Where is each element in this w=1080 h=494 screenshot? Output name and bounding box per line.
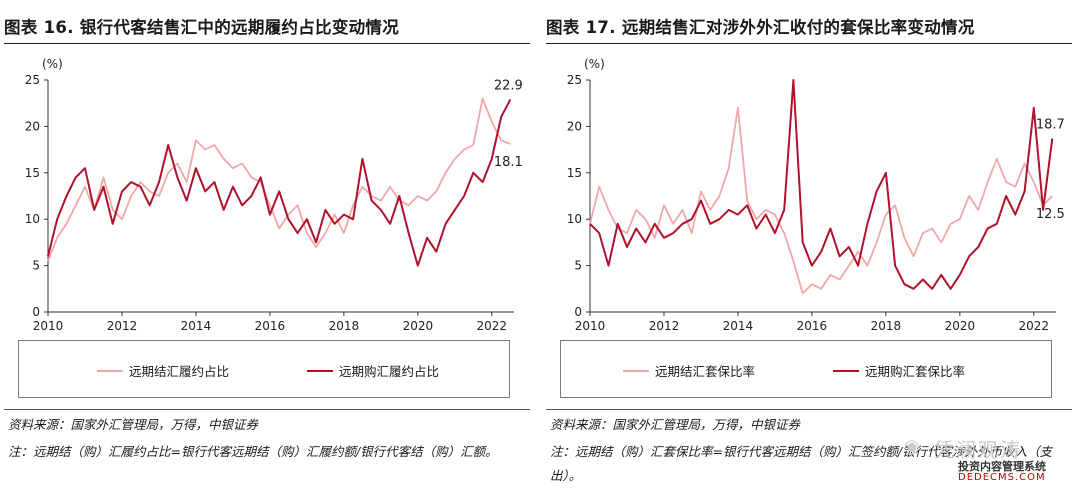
y-tick-label: 10 — [25, 212, 40, 226]
legend-item-light: 远期结汇履约占比 — [97, 361, 230, 379]
x-tick-label: 2022 — [1019, 319, 1050, 333]
wechat-icon: ◉ — [904, 436, 920, 457]
x-tick-label: 2010 — [575, 319, 606, 333]
y-unit-label: (%) — [42, 57, 63, 71]
end-label-dark: 18.7 — [1036, 117, 1065, 132]
y-tick-label: 0 — [32, 305, 40, 319]
y-tick-label: 15 — [25, 166, 40, 180]
end-label-light: 18.1 — [494, 155, 523, 170]
footer-rule — [4, 409, 530, 410]
y-tick-label: 5 — [574, 259, 582, 273]
x-tick-label: 2020 — [945, 319, 976, 333]
y-tick-label: 25 — [25, 73, 40, 87]
legend-label-light: 远期结汇套保比率 — [655, 364, 756, 379]
legend-label-dark: 远期购汇套保比率 — [865, 364, 966, 379]
legend-item-light: 远期结汇套保比率 — [623, 361, 756, 379]
x-tick-label: 2012 — [649, 319, 680, 333]
line-chart-forward-fulfilment-share: (%) 0 5 10 15 20 25 2010 2012 2014 2016 2018 2020 202… — [25, 57, 523, 333]
series-line-dark — [589, 79, 1054, 290]
legend-item-dark: 远期购汇套保比率 — [833, 361, 966, 379]
series-line-light — [589, 106, 1053, 295]
legend-swatch-dark — [833, 369, 859, 372]
title-rule — [546, 43, 1072, 44]
title-rule — [4, 43, 530, 44]
note-text: 注：远期结（购）汇套保比率=银行代客远期结（购）汇签约额/银行代客涉外外币收入（… — [550, 444, 1053, 483]
y-tick-label: 5 — [32, 259, 40, 273]
legend-swatch-dark — [307, 369, 333, 372]
source-text: 资料来源：国家外汇管理局，万得，中银证券 — [550, 417, 801, 432]
x-tick-label: 2014 — [181, 319, 212, 333]
x-tick-label: 2012 — [107, 319, 138, 333]
legend: 远期结汇套保比率 远期购汇套保比率 — [560, 340, 1052, 398]
series-line-light — [47, 97, 511, 262]
legend-label-light: 远期结汇履约占比 — [129, 364, 230, 379]
chart-panel-right: 图表 17. 远期结售汇对涉外外汇收付的套保比率变动情况 (%) 0 5 10 15 20… — [546, 0, 1072, 494]
x-tick-label: 2022 — [477, 319, 508, 333]
legend-item-dark: 远期购汇履约占比 — [307, 361, 440, 379]
legend-label-dark: 远期购汇履约占比 — [339, 364, 440, 379]
end-label-light: 12.5 — [1036, 207, 1065, 222]
y-tick-label: 0 — [574, 305, 582, 319]
source-text: 资料来源：国家外汇管理局，万得，中银证券 — [8, 417, 259, 432]
note-text: 注：远期结（购）汇履约占比=银行代客远期结（购）汇履约额/银行代客结（购）汇额。 — [8, 444, 498, 459]
chart-title: 图表 17. 远期结售汇对涉外外汇收付的套保比率变动情况 — [546, 18, 975, 37]
footer-rule — [546, 409, 1072, 410]
line-chart-hedging-ratio: (%) 0 5 10 15 20 25 2010 2012 2014 2016 2018 2020 202… — [567, 57, 1065, 333]
watermark-subtitle: 投资内容管理系统 — [958, 460, 1046, 473]
watermark-url: DEDECMS.COM — [958, 472, 1046, 483]
watermark-name: 凭澜观涛 — [934, 438, 1022, 462]
y-tick-label: 10 — [567, 212, 582, 226]
chart-panel-left: 图表 16. 银行代客结售汇中的远期履约占比变动情况 (%) 0 5 10 15 20 25… — [4, 0, 530, 494]
x-tick-label: 2018 — [329, 319, 360, 333]
chart-title: 图表 16. 银行代客结售汇中的远期履约占比变动情况 — [4, 18, 400, 37]
x-tick-label: 2014 — [723, 319, 754, 333]
end-label-dark: 22.9 — [494, 78, 523, 93]
series-line-dark — [47, 99, 512, 267]
y-tick-label: 20 — [567, 119, 582, 133]
x-tick-label: 2018 — [871, 319, 902, 333]
x-tick-label: 2020 — [403, 319, 434, 333]
legend-swatch-light — [623, 369, 649, 372]
y-tick-label: 15 — [567, 166, 582, 180]
y-unit-label: (%) — [584, 57, 605, 71]
legend-swatch-light — [97, 369, 123, 372]
y-tick-label: 25 — [567, 73, 582, 87]
y-tick-label: 20 — [25, 119, 40, 133]
x-tick-label: 2016 — [797, 319, 828, 333]
x-tick-label: 2016 — [255, 319, 286, 333]
x-tick-label: 2010 — [33, 319, 64, 333]
legend: 远期结汇履约占比 远期购汇履约占比 — [18, 340, 510, 398]
